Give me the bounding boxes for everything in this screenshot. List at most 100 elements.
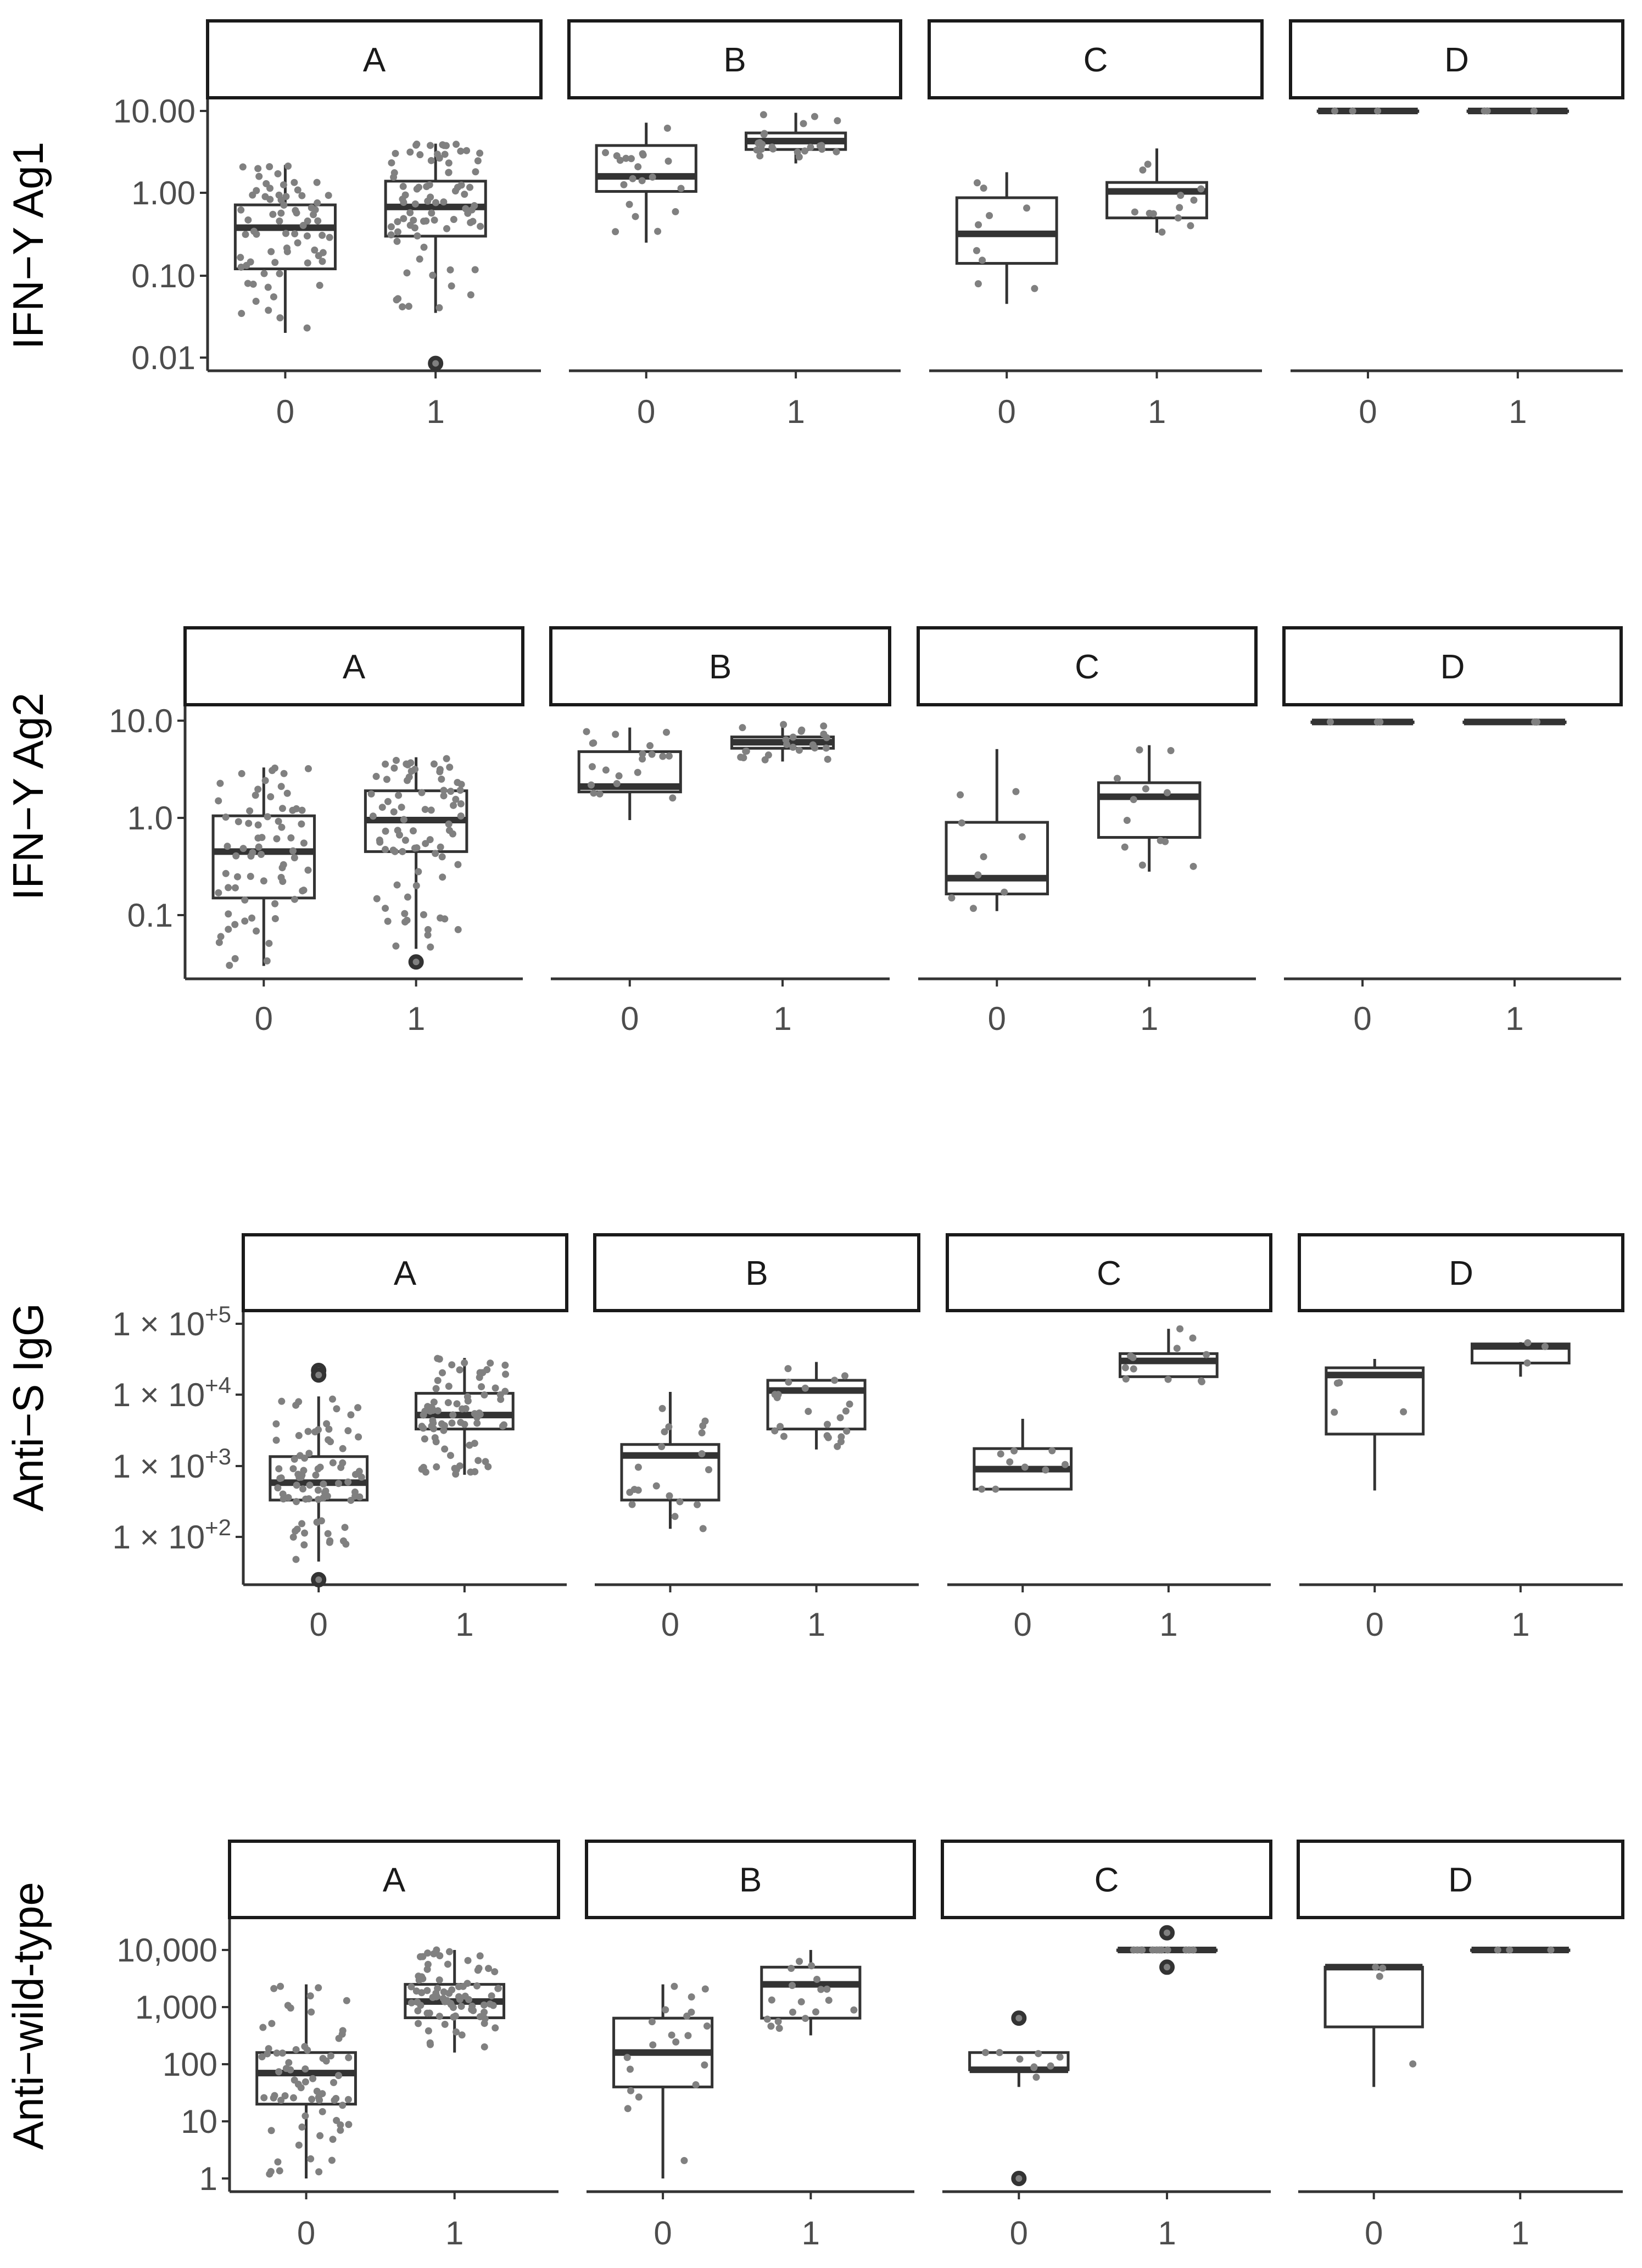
x-tick-label: 1 [773, 1000, 791, 1037]
data-point [280, 181, 287, 188]
data-point [805, 1408, 812, 1416]
facet-strip-label: B [739, 1862, 762, 1899]
data-point [273, 835, 281, 843]
data-point [824, 1420, 831, 1428]
data-point [502, 1370, 510, 1378]
data-point [277, 1474, 285, 1482]
facet-panel-B: B 0 1 [549, 626, 891, 1037]
data-point [462, 1405, 470, 1413]
data-point [299, 221, 307, 229]
data-point [283, 789, 291, 797]
data-point [441, 1445, 449, 1453]
outlier-core [315, 1576, 322, 1583]
data-point [378, 804, 386, 811]
data-point [407, 1999, 415, 2007]
data-point [294, 239, 301, 247]
data-point [625, 200, 633, 208]
data-point [473, 1982, 481, 1990]
data-point [406, 221, 414, 229]
data-point [285, 2059, 293, 2066]
data-point [434, 151, 442, 158]
data-point [454, 861, 462, 868]
data-point [842, 1407, 850, 1415]
data-point [457, 2003, 465, 2010]
data-point [278, 823, 286, 831]
data-point [441, 2020, 449, 2028]
data-point [434, 1407, 442, 1414]
data-point [316, 2132, 324, 2139]
data-point [315, 2168, 323, 2176]
data-point [274, 1484, 282, 1492]
data-point [466, 183, 474, 191]
data-point [298, 820, 305, 828]
data-point [232, 852, 240, 860]
data-point [447, 788, 455, 795]
data-point [416, 151, 424, 159]
data-point [652, 1482, 660, 1490]
data-point [1524, 1339, 1532, 1347]
data-point [445, 820, 453, 828]
data-point [699, 1525, 707, 1533]
data-point [326, 1537, 334, 1545]
data-point [428, 1422, 435, 1430]
data-point [326, 233, 333, 241]
data-point [665, 1423, 673, 1431]
data-point [467, 291, 474, 299]
data-point [444, 1960, 451, 1968]
data-point [789, 743, 797, 751]
y-axis-label: IFN−Y Ag1 [4, 142, 52, 349]
data-point [1187, 222, 1194, 230]
data-point [1121, 843, 1129, 851]
data-point [266, 163, 273, 171]
data-point [438, 853, 446, 861]
data-point [399, 303, 406, 311]
data-point [431, 216, 438, 224]
facet-panel-C: C 0 1 [928, 19, 1264, 430]
data-point [247, 872, 254, 880]
data-point [411, 766, 419, 773]
data-point [267, 793, 275, 800]
chart-row-3: Anti−S IgG 1 × 10+2 1 × 10+3 1 × 10+4 1 × 10… [4, 1233, 1624, 1643]
data-point [252, 792, 259, 799]
data-point [421, 1407, 429, 1415]
data-point [403, 269, 411, 277]
data-point [299, 1485, 307, 1493]
data-point [291, 854, 298, 862]
data-point [441, 1998, 449, 2005]
data-point [1018, 833, 1026, 840]
data-point [261, 777, 269, 784]
data-point [226, 961, 233, 969]
data-point [241, 917, 249, 925]
data-point [395, 792, 403, 799]
data-point [215, 889, 222, 896]
data-point [974, 871, 982, 879]
data-point [973, 179, 981, 187]
data-point [492, 1384, 499, 1392]
data-point [356, 1493, 364, 1501]
data-point [225, 910, 232, 918]
x-tick-label: 1 [445, 2215, 463, 2252]
data-point [392, 149, 399, 157]
data-point [654, 227, 662, 235]
data-point [484, 1463, 492, 1470]
data-point [445, 159, 453, 167]
data-point [1129, 1353, 1137, 1361]
data-point [355, 1468, 363, 1475]
data-point [292, 1401, 300, 1409]
data-point [1173, 1345, 1181, 1352]
data-point [241, 896, 249, 904]
data-point [648, 750, 656, 758]
facet-strip-label: C [1075, 648, 1099, 686]
data-point [383, 776, 390, 783]
data-point [404, 893, 411, 901]
x-tick-label: 0 [621, 1000, 639, 1037]
data-point [282, 2065, 290, 2072]
facet-strip [549, 626, 891, 706]
data-point [1409, 2060, 1417, 2068]
data-point [423, 1987, 431, 1994]
data-point [486, 2000, 494, 2008]
data-point [253, 230, 260, 238]
data-point [351, 1488, 359, 1496]
data-point [382, 905, 389, 912]
data-point [299, 887, 306, 895]
